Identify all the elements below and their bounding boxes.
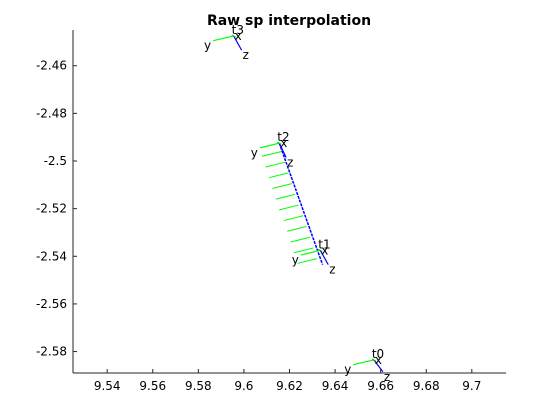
frame-z-axis (373, 359, 384, 373)
frame-y-label: y (251, 146, 258, 160)
frame-label: t3 (232, 23, 244, 37)
x-tick-label: 9.58 (185, 379, 212, 393)
y-tick-label: -2.48 (36, 106, 67, 120)
frame-z-label: z (287, 155, 293, 169)
frame-z-label: z (243, 48, 249, 62)
interp-y-whisker (262, 150, 282, 157)
frame-x-axis (318, 248, 323, 252)
frame-label: t1 (318, 237, 330, 251)
frame-x-label: x (280, 136, 287, 150)
frame-x-label: x (235, 29, 242, 43)
frame-x-axis (371, 358, 377, 362)
chart-title: Raw sp interpolation (207, 13, 371, 29)
interp-y-whisker (268, 172, 289, 179)
y-tick-label: -2.54 (36, 249, 67, 263)
y-tick-label: -2.58 (36, 345, 67, 359)
frame-z-axis (278, 142, 287, 158)
frame-y-label: y (292, 253, 299, 267)
frame-label: t0 (372, 347, 384, 361)
frame-y-axis (259, 142, 280, 149)
interp-y-whisker (290, 236, 311, 243)
frame-x-axis (277, 141, 282, 145)
interp-y-whisker (287, 226, 307, 232)
frame-z-axis (319, 250, 329, 265)
frame-label: t2 (277, 130, 289, 144)
frame-z-label: z (329, 263, 335, 277)
frame-z-label: z (384, 370, 390, 384)
frame-z-axis (233, 35, 243, 51)
y-tick-label: -2.46 (36, 59, 67, 73)
frame-y-axis (353, 359, 374, 366)
frame-x-label: x (375, 353, 382, 367)
frame-x-axis (231, 34, 236, 38)
frame-y-label: y (204, 39, 211, 53)
interp-y-whisker (293, 247, 314, 254)
y-tick-label: -2.52 (36, 202, 67, 216)
interp-y-whisker (272, 183, 292, 189)
frame-y-axis (213, 35, 234, 42)
frame-x-label: x (321, 243, 328, 257)
x-tick-label: 9.64 (322, 379, 349, 393)
x-tick-label: 9.68 (413, 379, 440, 393)
frame-y-label: y (344, 363, 351, 377)
y-tick-label: -2.56 (36, 297, 67, 311)
interp-y-whisker (265, 161, 286, 168)
y-tick-label: -2.5 (44, 154, 67, 168)
frame-y-axis (300, 249, 321, 256)
plot-area: 9.54 9.56 9.58 9.6 9.62 9.64 9.66 9.68 9.7 -2.46 -… (36, 23, 506, 393)
x-tick-label: 9.6 (234, 379, 253, 393)
x-tick-label: 9.62 (276, 379, 303, 393)
interp-y-whisker (279, 204, 299, 211)
interp-y-whisker (283, 215, 304, 222)
interp-path-line (278, 142, 324, 265)
x-tick-label: 9.56 (139, 379, 166, 393)
x-tick-label: 9.66 (367, 379, 394, 393)
x-tick-label: 9.7 (462, 379, 481, 393)
interp-y-whisker (297, 258, 317, 264)
interp-y-whisker (275, 193, 296, 200)
x-tick-label: 9.54 (94, 379, 121, 393)
